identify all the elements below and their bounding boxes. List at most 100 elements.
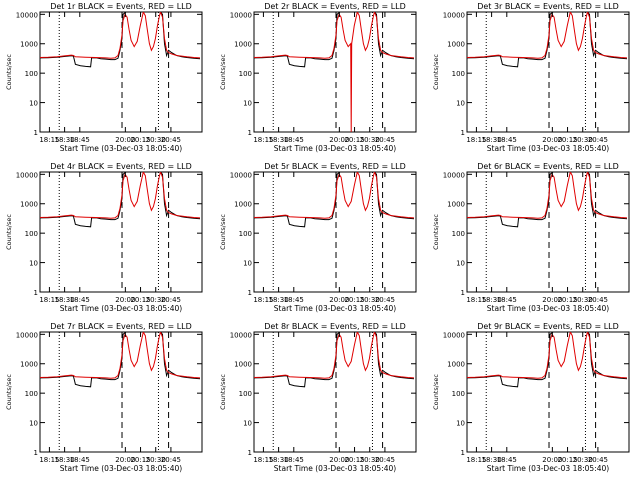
x-tick-label: 20:45 [161,456,181,464]
y-tick-label: 100 [25,70,38,78]
x-tick-label: 18:45 [70,296,90,304]
x-tick-label: 18:45 [497,296,517,304]
y-tick-label: 10 [243,260,252,268]
y-axis-label: Counts/sec [5,374,13,410]
y-tick-label: 1000 [234,201,252,209]
series-lld [467,332,628,379]
x-tick-label: 20:15 [344,296,364,304]
series-events [467,332,628,388]
series-lld [254,172,415,219]
panel-title: Det 9r BLACK = Events, RED = LLD [477,322,619,331]
x-tick-label: 20:45 [588,456,608,464]
y-axis-label: Counts/sec [219,214,227,250]
y-tick-label: 1000 [447,201,465,209]
y-tick-label: 100 [452,230,465,238]
series-events [40,172,201,228]
series-events [254,332,415,388]
x-tick-label: 20:30 [146,136,166,144]
x-axis-label: Start Time (03-Dec-03 18:05:40) [274,304,396,313]
x-tick-label: 20:45 [161,296,181,304]
series-lld [40,332,201,379]
plot-area [254,12,415,132]
y-tick-label: 100 [25,230,38,238]
y-tick-label: 10 [29,100,38,108]
series-events [467,172,628,228]
plot-frame [466,11,630,133]
series-events [254,172,415,228]
y-tick-label: 1000 [447,361,465,369]
y-tick-label: 10 [456,260,465,268]
y-tick-label: 100 [239,390,252,398]
x-axis-label: Start Time (03-Dec-03 18:05:40) [274,144,396,153]
y-axis-label: Counts/sec [5,54,13,90]
x-tick-label: 20:00 [542,296,562,304]
plot-frame [253,171,417,293]
y-tick-label: 1 [34,289,38,297]
y-tick-label: 1000 [20,201,38,209]
plot-area [467,332,628,452]
y-tick-label: 1000 [234,41,252,49]
y-tick-label: 1 [461,289,465,297]
panel-title: Det 2r BLACK = Events, RED = LLD [264,2,406,11]
panel-1: Det 1r BLACK = Events, RED = LLD 1 10 100 10… [5,2,203,153]
panel-title: Det 6r BLACK = Events, RED = LLD [477,162,619,171]
x-tick-label: 18:15 [253,456,273,464]
plot-area [254,332,415,452]
x-tick-label: 18:30 [269,456,289,464]
x-tick-label: 20:15 [557,456,577,464]
panel-title: Det 7r BLACK = Events, RED = LLD [50,322,192,331]
panel-6: Det 6r BLACK = Events, RED = LLD 1 10 100 10… [432,162,630,313]
y-tick-label: 10 [243,420,252,428]
x-axis-label: Start Time (03-Dec-03 18:05:40) [274,464,396,473]
y-tick-label: 10 [456,420,465,428]
panel-title: Det 5r BLACK = Events, RED = LLD [264,162,406,171]
panel-title: Det 1r BLACK = Events, RED = LLD [50,2,192,11]
panel-5: Det 5r BLACK = Events, RED = LLD 1 10 100 10… [219,162,417,313]
x-tick-label: 18:30 [55,456,75,464]
y-tick-label: 1000 [20,361,38,369]
x-tick-label: 20:30 [360,456,380,464]
series-lld [40,172,201,219]
x-tick-label: 20:00 [329,136,349,144]
x-tick-label: 18:15 [466,296,486,304]
x-tick-label: 20:30 [360,136,380,144]
x-tick-label: 18:45 [70,136,90,144]
y-tick-label: 1000 [234,361,252,369]
y-tick-label: 1 [248,289,252,297]
plot-area [467,12,628,132]
y-tick-label: 10 [243,100,252,108]
x-tick-label: 18:30 [482,296,502,304]
y-tick-label: 100 [452,390,465,398]
series-events [467,12,628,68]
y-tick-label: 10000 [443,171,465,179]
x-tick-label: 18:45 [284,456,304,464]
x-tick-label: 20:30 [573,296,593,304]
y-tick-label: 1 [461,129,465,137]
y-tick-label: 10000 [16,331,38,339]
plot-area [40,332,201,452]
series-events [254,12,415,68]
x-tick-label: 18:30 [482,136,502,144]
x-axis-label: Start Time (03-Dec-03 18:05:40) [60,304,182,313]
y-tick-label: 100 [452,70,465,78]
x-tick-label: 20:00 [115,136,135,144]
plot-frame [253,331,417,453]
panel-title: Det 4r BLACK = Events, RED = LLD [50,162,192,171]
plot-frame [466,171,630,293]
x-axis-label: Start Time (03-Dec-03 18:05:40) [60,464,182,473]
plot-area [254,172,415,292]
panel-7: Det 7r BLACK = Events, RED = LLD 1 10 100 10… [5,322,203,473]
panel-8: Det 8r BLACK = Events, RED = LLD 1 10 100 10… [219,322,417,473]
series-lld [254,12,415,132]
panel-title: Det 8r BLACK = Events, RED = LLD [264,322,406,331]
panel-4: Det 4r BLACK = Events, RED = LLD 1 10 100 10… [5,162,203,313]
x-tick-label: 18:15 [253,136,273,144]
x-tick-label: 18:15 [39,296,59,304]
y-tick-label: 10 [456,100,465,108]
y-axis-label: Counts/sec [219,54,227,90]
x-tick-label: 20:30 [146,296,166,304]
y-axis-label: Counts/sec [432,54,440,90]
y-tick-label: 10 [29,260,38,268]
y-tick-label: 1 [34,449,38,457]
y-tick-label: 10000 [16,11,38,19]
